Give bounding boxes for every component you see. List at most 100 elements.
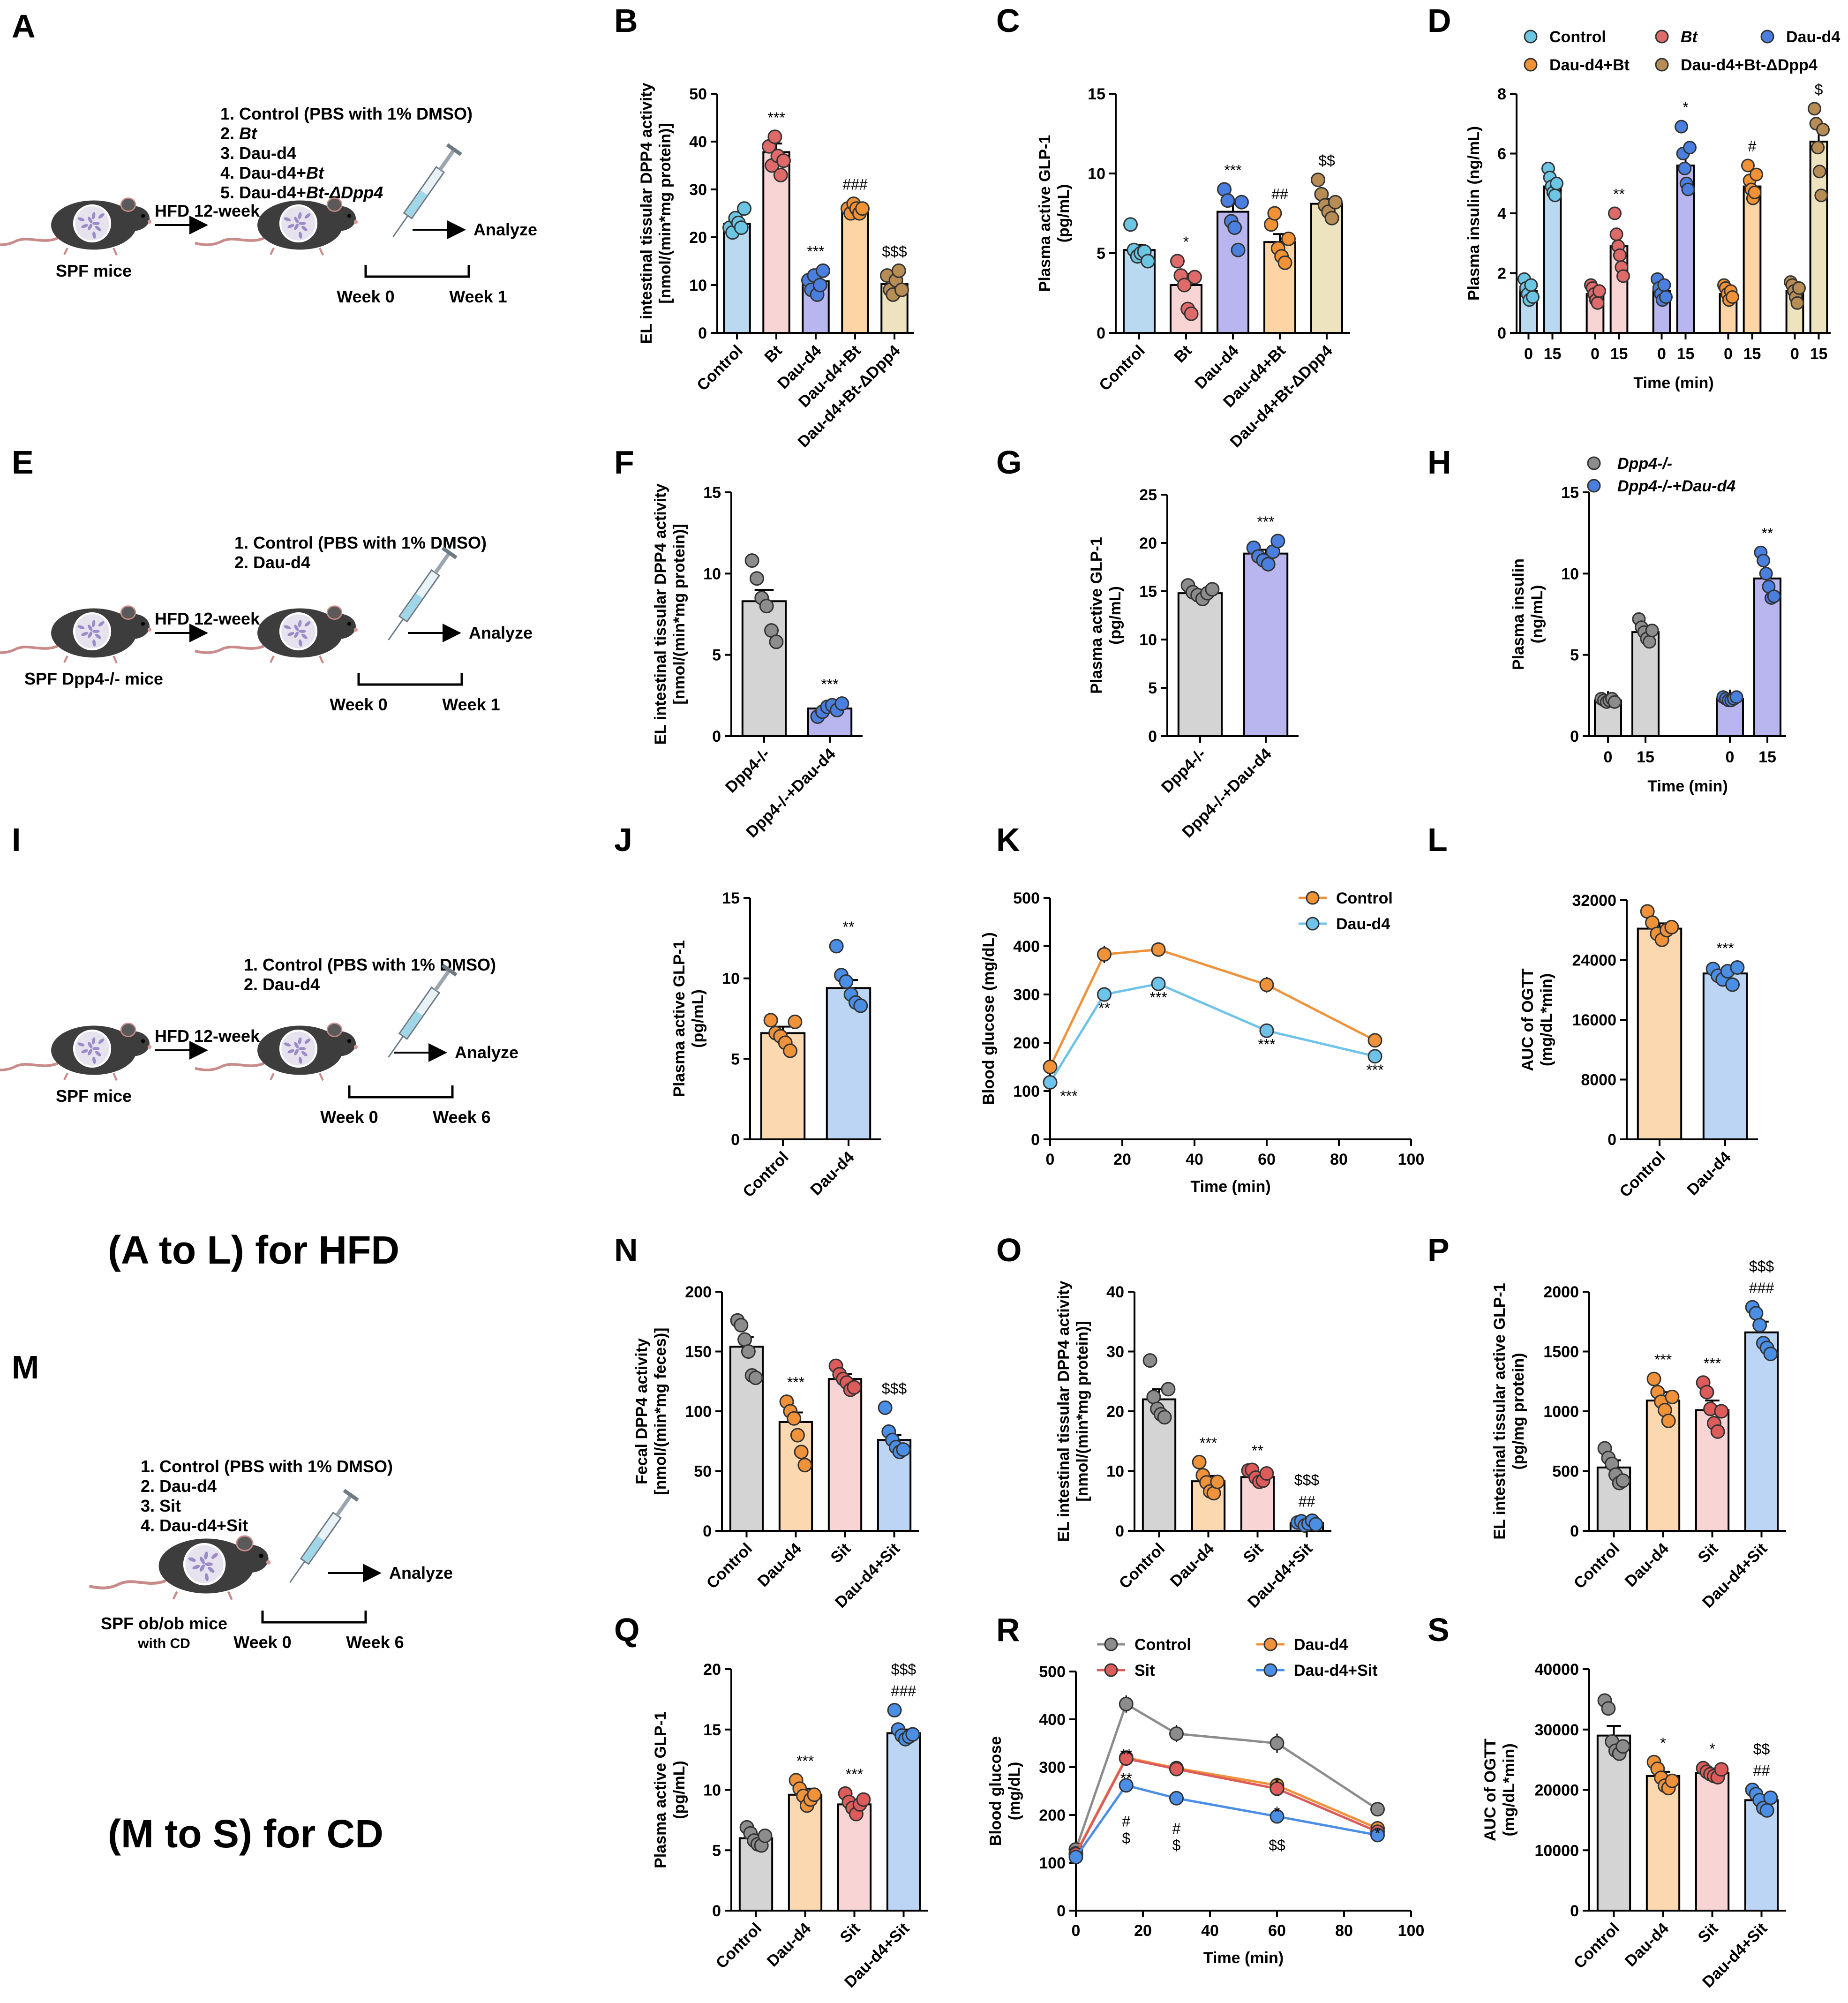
data-point bbox=[1234, 195, 1249, 210]
y-axis-label: Blood glucose bbox=[987, 1736, 1005, 1846]
y-axis-label: Plasma active GLP-1 bbox=[670, 940, 688, 1097]
data-point bbox=[1699, 1385, 1714, 1400]
bacteria-glyph bbox=[284, 625, 291, 629]
panel-letter-i: I bbox=[12, 821, 21, 858]
significance-label: *** bbox=[787, 1374, 804, 1391]
significance-label: *** bbox=[767, 109, 785, 126]
y-tick-label: 100 bbox=[685, 1403, 712, 1421]
panel-letter-c: C bbox=[996, 2, 1020, 39]
data-point bbox=[1119, 1696, 1134, 1711]
mouse-eye bbox=[141, 214, 145, 218]
group-list-item: 2. Dau-d4 bbox=[244, 975, 320, 994]
bacteria-glyph bbox=[299, 1056, 302, 1064]
mouse-nose bbox=[353, 627, 358, 632]
bacteria-glyph bbox=[88, 223, 93, 230]
significance-label: *** bbox=[1224, 162, 1241, 179]
group-list-text: Bt bbox=[306, 163, 325, 182]
data-point bbox=[1548, 188, 1562, 203]
bacteria-glyph bbox=[95, 1051, 101, 1056]
y-tick-label: 5 bbox=[1570, 647, 1579, 664]
y-tick-label: 500 bbox=[1013, 889, 1040, 907]
mouse-eye bbox=[259, 1553, 263, 1558]
significance-label: ### bbox=[1749, 1280, 1774, 1296]
y-axis-label: EL intestinal tissular active GLP-1 bbox=[1491, 1283, 1509, 1539]
chart-panel-q: 0 5 10 15 20 Plasma active GLP-1 (pg/mL) Contro… bbox=[652, 1661, 928, 1991]
week-start-label: Week 0 bbox=[337, 287, 394, 306]
y-tick-label: 0 bbox=[731, 1131, 740, 1149]
chart-panel-j: 0 5 10 15 Plasma active GLP-1 (pg/mL) Control D… bbox=[670, 889, 881, 1201]
x-tick-label: Sit bbox=[837, 1920, 864, 1947]
significance-label: *** bbox=[846, 1766, 863, 1783]
y-tick-label: 0 bbox=[703, 1522, 712, 1540]
data-point bbox=[1170, 254, 1185, 269]
mouse-feet bbox=[270, 248, 324, 256]
mouse-tail bbox=[195, 645, 265, 654]
x-tick-label: 15 bbox=[1677, 345, 1695, 363]
syringe-plunger bbox=[434, 552, 451, 574]
significance-label: *** bbox=[821, 676, 838, 693]
data-point bbox=[1678, 161, 1692, 175]
bacteria-glyph bbox=[298, 212, 302, 219]
bacteria-glyph bbox=[304, 213, 311, 219]
y-tick-label: 16000 bbox=[1572, 1011, 1616, 1029]
mouse-illustration bbox=[195, 1023, 358, 1081]
data-point bbox=[1157, 1410, 1172, 1425]
mouse-feet bbox=[270, 1073, 324, 1081]
data-point bbox=[1151, 942, 1166, 957]
y-axis-label-units: (pg/mL) bbox=[1106, 586, 1124, 645]
x-tick-label: 40 bbox=[1201, 1922, 1219, 1940]
y-tick-label: 300 bbox=[1013, 986, 1040, 1004]
y-tick-label: 10 bbox=[1088, 165, 1105, 183]
bacteria-glyph bbox=[91, 1037, 96, 1045]
data-point bbox=[1608, 206, 1622, 220]
y-axis-label-units: (pg/mL) bbox=[689, 989, 707, 1048]
significance-label: ### bbox=[842, 176, 868, 193]
x-axis-label: Time (min) bbox=[1203, 1949, 1284, 1967]
x-tick-label: Control bbox=[1570, 1920, 1623, 1972]
legend-marker bbox=[1104, 1663, 1118, 1677]
y-tick-label: 300 bbox=[1039, 1759, 1066, 1777]
group-list-text: Bt bbox=[239, 124, 258, 143]
mouse-ear bbox=[326, 1023, 343, 1038]
data-point bbox=[1759, 566, 1773, 580]
significance-label: *** bbox=[1200, 1434, 1217, 1451]
x-tick-label: Bt bbox=[1171, 342, 1195, 366]
y-tick-label: 200 bbox=[1013, 1034, 1040, 1052]
mouse-feet bbox=[63, 248, 118, 256]
section-label-cd: (M to S) for CD bbox=[108, 1812, 383, 1856]
x-tick-label: Dau-d4 bbox=[1167, 1540, 1217, 1590]
mouse-tail bbox=[0, 237, 59, 246]
bar bbox=[1695, 1772, 1730, 1912]
data-point bbox=[1741, 158, 1755, 173]
mouse-head bbox=[117, 206, 150, 231]
panel-letter-b: B bbox=[614, 2, 638, 39]
data-point bbox=[1752, 1318, 1767, 1333]
mouse-ear bbox=[120, 1023, 136, 1038]
syringe-fluid bbox=[400, 594, 422, 620]
legend-label: Dau-d4 bbox=[1336, 915, 1390, 933]
bacteria-glyph bbox=[298, 620, 302, 627]
x-tick-label: 0 bbox=[1657, 345, 1666, 363]
y-tick-label: 5 bbox=[712, 647, 721, 664]
gut-window bbox=[279, 204, 318, 243]
x-tick-label: 15 bbox=[1544, 345, 1562, 363]
data-point bbox=[1664, 919, 1679, 934]
bar bbox=[1645, 1775, 1681, 1912]
y-tick-label: 10000 bbox=[1534, 1842, 1579, 1860]
data-point bbox=[1811, 141, 1825, 155]
bacteria-glyph bbox=[299, 1047, 306, 1050]
data-point bbox=[1151, 976, 1166, 991]
data-point bbox=[1710, 1424, 1725, 1439]
significance-label: $$$ bbox=[891, 1661, 916, 1678]
mouse-illustration bbox=[89, 1535, 271, 1600]
chart-panel-k: 0 100 200 300 400 500 Blood glucose (mg/dL) 0 20… bbox=[980, 889, 1424, 1196]
bar bbox=[1609, 245, 1629, 334]
mouse-illustration bbox=[195, 197, 358, 256]
x-tick-label: 15 bbox=[1758, 748, 1776, 766]
y-axis-label-units: [nmol/(min*mg protein)] bbox=[670, 524, 688, 704]
bacteria-glyph bbox=[301, 633, 308, 639]
data-point bbox=[1097, 987, 1112, 1002]
data-point bbox=[1140, 254, 1155, 269]
significance-label: ## bbox=[1271, 186, 1288, 203]
x-axis-label: Time (min) bbox=[1190, 1178, 1270, 1196]
